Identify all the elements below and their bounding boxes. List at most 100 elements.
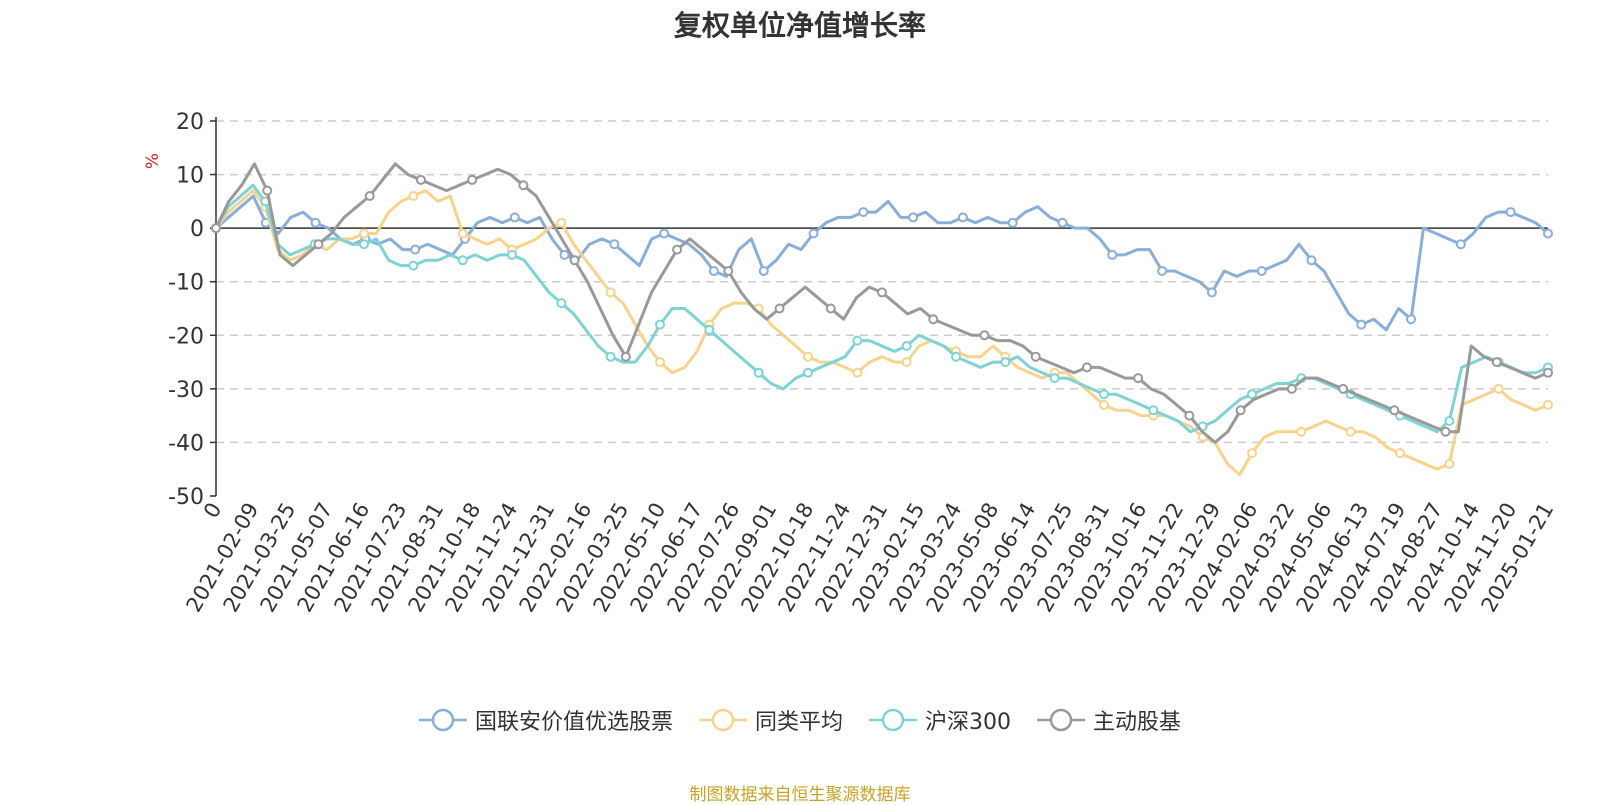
data-point xyxy=(1306,255,1317,266)
data-point xyxy=(262,185,273,196)
data-point xyxy=(1081,362,1092,373)
data-point xyxy=(1543,399,1553,410)
data-point xyxy=(1099,399,1109,410)
data-point xyxy=(803,367,813,378)
data-point xyxy=(901,341,912,351)
y-tick-label: -10 xyxy=(168,271,204,296)
data-point xyxy=(1030,351,1041,362)
data-point xyxy=(609,239,620,250)
data-point xyxy=(415,174,426,185)
data-point xyxy=(457,255,468,266)
data-point xyxy=(979,330,990,341)
data-point xyxy=(1444,416,1455,426)
data-point xyxy=(901,357,912,368)
data-point xyxy=(605,287,616,298)
legend-marker-icon xyxy=(1037,708,1085,732)
data-point xyxy=(1493,383,1504,394)
data-point xyxy=(1395,448,1405,459)
data-point xyxy=(1247,448,1257,459)
y-tick-label: -20 xyxy=(168,324,204,349)
data-point xyxy=(1235,405,1246,416)
chart-title: 复权单位净值增长率 xyxy=(673,9,926,42)
y-tick-label: -50 xyxy=(168,485,204,510)
series-line-2 xyxy=(214,183,1549,434)
data-point xyxy=(1345,426,1356,437)
data-point xyxy=(1107,249,1118,260)
data-point xyxy=(1049,373,1060,384)
data-point xyxy=(1455,239,1466,250)
legend-item[interactable]: 沪深300 xyxy=(869,704,1011,736)
data-point xyxy=(672,244,683,255)
y-tick-label: 20 xyxy=(176,110,204,135)
data-point xyxy=(410,244,421,255)
y-tick-label: -40 xyxy=(168,431,204,456)
data-point xyxy=(951,351,961,362)
legend-label: 主动股基 xyxy=(1093,710,1182,735)
data-point xyxy=(1543,228,1553,239)
data-point xyxy=(1206,287,1217,298)
data-point xyxy=(877,287,887,298)
data-point xyxy=(655,357,665,368)
data-point xyxy=(659,228,670,239)
legend-item[interactable]: 国联安价值优选股票 xyxy=(418,704,673,736)
data-point xyxy=(858,207,869,218)
data-point xyxy=(1543,367,1553,378)
data-point xyxy=(1286,383,1297,394)
data-point xyxy=(1000,357,1011,368)
legend-label: 国联安价值优选股票 xyxy=(474,710,673,735)
source-note: 制图数据来自恒生聚源数据库 xyxy=(689,785,911,805)
y-tick-label: -30 xyxy=(168,378,204,403)
data-point xyxy=(774,303,785,314)
data-point xyxy=(1356,319,1367,330)
data-point xyxy=(1157,266,1168,276)
data-point xyxy=(364,191,375,201)
series-line-0 xyxy=(215,194,1549,332)
data-point xyxy=(211,223,221,234)
data-point xyxy=(620,351,631,362)
data-point xyxy=(569,255,580,266)
data-point xyxy=(1389,405,1400,416)
data-point xyxy=(852,367,863,378)
data-point xyxy=(1440,426,1451,437)
data-point xyxy=(1505,207,1516,218)
data-point xyxy=(753,367,764,378)
data-point xyxy=(1296,426,1307,437)
data-point xyxy=(852,335,863,346)
data-point xyxy=(1406,314,1417,325)
data-point xyxy=(1007,217,1018,228)
data-point xyxy=(825,303,836,314)
data-point xyxy=(723,266,734,276)
y-axis-label: % xyxy=(143,153,163,169)
data-point xyxy=(556,298,567,309)
data-point xyxy=(1184,410,1195,421)
x-tick-label: 0 xyxy=(199,499,226,523)
data-point xyxy=(313,239,324,250)
legend-item[interactable]: 同类平均 xyxy=(698,704,843,736)
legend-marker-icon xyxy=(418,708,467,732)
y-tick-label: 10 xyxy=(176,164,204,189)
data-point xyxy=(908,212,919,223)
data-point xyxy=(359,228,369,239)
legend: 国联安价值优选股票 同类平均 沪深300 主动股基 xyxy=(0,704,1600,736)
legend-item[interactable]: 主动股基 xyxy=(1037,704,1181,736)
data-point xyxy=(1057,217,1068,228)
legend-marker-icon xyxy=(698,708,747,732)
data-point xyxy=(310,217,321,228)
data-point xyxy=(1133,373,1144,384)
data-point xyxy=(957,212,968,223)
data-point xyxy=(803,351,813,362)
legend-label: 同类平均 xyxy=(754,710,843,735)
data-point xyxy=(1444,458,1455,469)
data-point xyxy=(1256,266,1267,276)
line-chart: 20100-10-20-30-40-50%02021-02-092021-03-… xyxy=(143,110,1558,616)
data-point xyxy=(605,351,616,362)
data-point xyxy=(758,266,769,276)
data-point xyxy=(708,266,719,276)
legend-label: 沪深300 xyxy=(925,710,1011,735)
data-point xyxy=(518,180,529,191)
data-point xyxy=(655,319,665,330)
legend-marker-icon xyxy=(869,708,917,732)
data-point xyxy=(408,191,419,201)
data-point xyxy=(1099,389,1109,400)
data-point xyxy=(1148,405,1159,416)
